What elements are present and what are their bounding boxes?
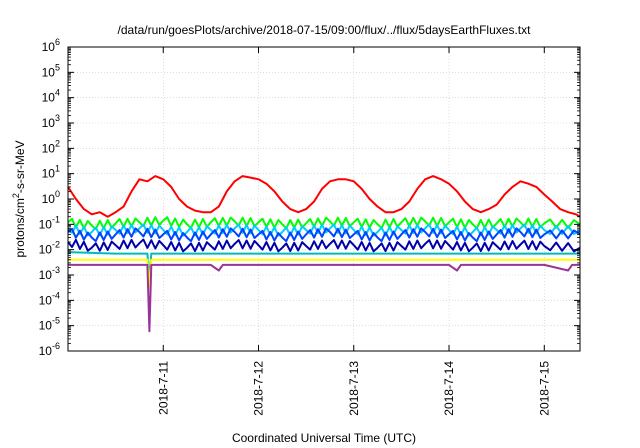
y-tick-base: 10 xyxy=(42,91,56,105)
y-tick-exponent: 6 xyxy=(55,37,60,47)
y-tick-label: 103 xyxy=(42,113,60,130)
y-tick-base: 10 xyxy=(39,344,53,358)
y-axis-ticks: 10-610-510-410-310-210-11001011021031041… xyxy=(39,37,580,358)
y-tick-exponent: 0 xyxy=(55,189,60,199)
y-tick-exponent: 1 xyxy=(55,164,60,174)
y-tick-exponent: 4 xyxy=(55,88,60,98)
y-tick-base: 10 xyxy=(42,40,56,54)
y-tick-label: 102 xyxy=(42,138,60,155)
y-tick-label: 104 xyxy=(42,88,60,105)
y-tick-label: 100 xyxy=(42,189,60,206)
y-tick-label: 10-5 xyxy=(39,316,60,333)
series-line xyxy=(67,227,581,243)
y-tick-base: 10 xyxy=(39,319,53,333)
series-line xyxy=(68,263,580,333)
y-tick-base: 10 xyxy=(39,217,53,231)
x-axis-ticks: 2018-7-11 2018-7-12 2018-7-13 2018-7-14 2018… xyxy=(156,47,551,416)
y-tick-base: 10 xyxy=(42,65,56,79)
y-tick-base: 10 xyxy=(42,116,56,130)
y-tick-exponent: 3 xyxy=(55,113,60,123)
x-tick-label: 2018-7-13 xyxy=(347,361,361,416)
x-tick-label: 2018-7-11 xyxy=(156,361,170,415)
y-axis-label-rest: -s-sr-MeV xyxy=(13,140,27,193)
y-tick-exponent: 5 xyxy=(55,62,60,72)
y-tick-exponent: -5 xyxy=(52,316,60,326)
y-tick-base: 10 xyxy=(42,167,56,181)
y-tick-exponent: -3 xyxy=(52,265,60,275)
series-lines xyxy=(67,175,581,333)
y-tick-base: 10 xyxy=(42,141,56,155)
y-tick-label: 105 xyxy=(42,62,60,79)
series-line xyxy=(67,223,581,237)
series-line xyxy=(67,238,581,253)
y-tick-exponent: -1 xyxy=(52,214,60,224)
y-tick-label: 10-1 xyxy=(39,214,60,231)
y-tick-exponent: -4 xyxy=(52,290,60,300)
y-tick-base: 10 xyxy=(39,243,53,257)
y-tick-exponent: -2 xyxy=(52,240,60,250)
series-line xyxy=(67,251,580,282)
y-tick-label: 106 xyxy=(42,37,60,54)
chart-title: /data/run/goesPlots/archive/2018-07-15/0… xyxy=(118,23,532,37)
y-axis-label-sup: 2 xyxy=(11,193,21,198)
grid-lines xyxy=(68,47,580,351)
x-tick-label: 2018-7-15 xyxy=(537,361,551,416)
y-axis-label-base: protons/cm xyxy=(13,198,27,257)
x-axis-label: Coordinated Universal Time (UTC) xyxy=(232,431,416,445)
y-tick-label: 10-6 xyxy=(39,341,60,358)
y-axis-label: protons/cm2-s-sr-MeV xyxy=(11,140,27,257)
x-tick-label: 2018-7-12 xyxy=(252,361,266,416)
x-tick-label: 2018-7-14 xyxy=(442,361,456,416)
y-tick-exponent: -6 xyxy=(52,341,60,351)
series-line xyxy=(67,175,581,218)
y-tick-label: 10-2 xyxy=(39,240,60,257)
y-tick-exponent: 2 xyxy=(55,138,60,148)
y-tick-label: 10-3 xyxy=(39,265,60,282)
y-tick-base: 10 xyxy=(42,192,56,206)
y-tick-base: 10 xyxy=(39,293,53,307)
y-tick-base: 10 xyxy=(39,268,53,282)
y-tick-label: 10-4 xyxy=(39,290,60,307)
y-tick-label: 101 xyxy=(42,164,60,181)
